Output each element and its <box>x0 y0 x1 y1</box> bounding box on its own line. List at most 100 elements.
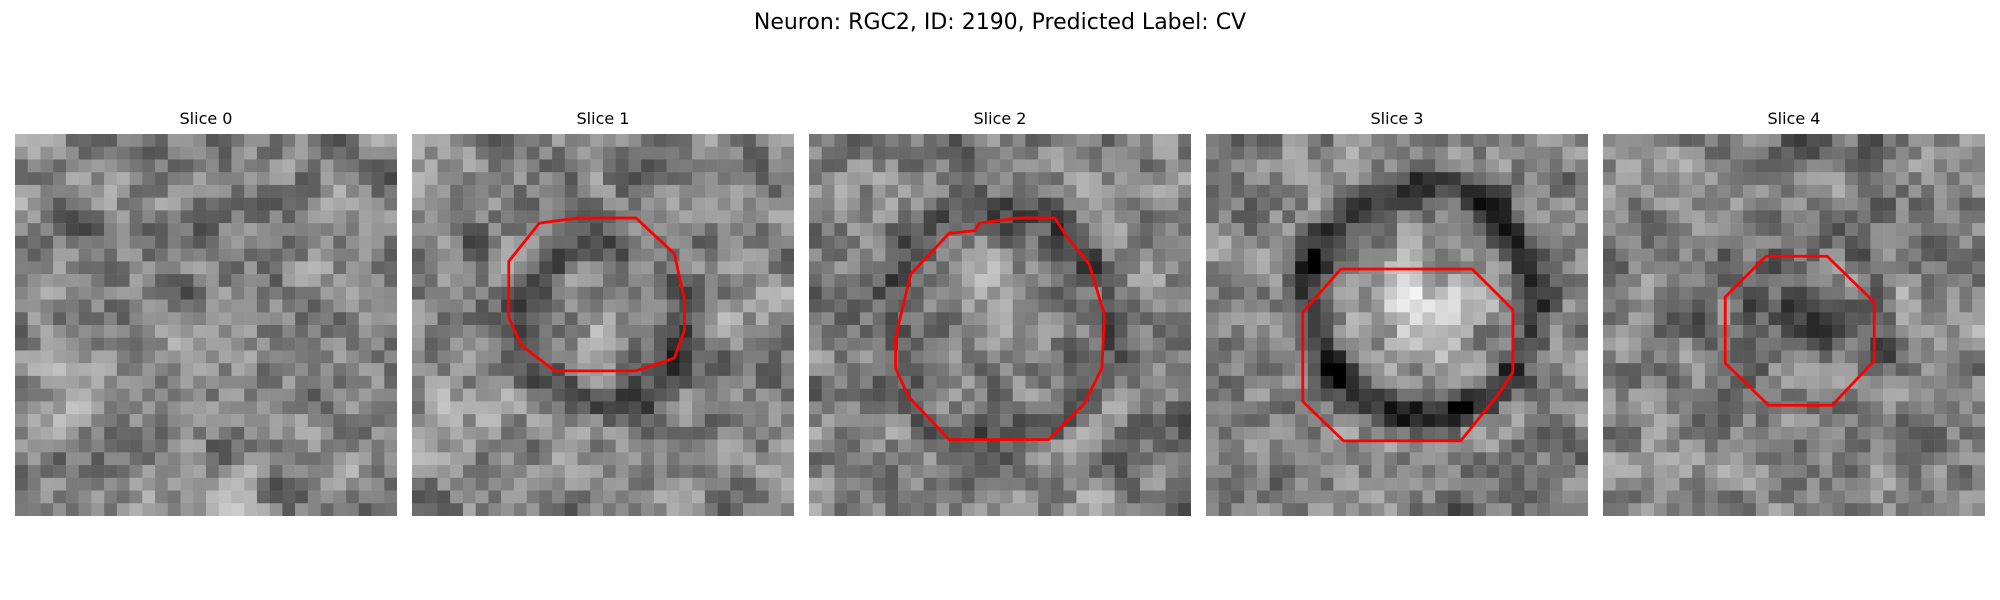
pixel <box>1755 490 1769 504</box>
pixel <box>847 439 861 453</box>
pixel <box>424 426 438 440</box>
pixel <box>1832 248 1846 262</box>
pixel <box>1562 401 1576 415</box>
pixel <box>358 363 372 377</box>
pixel <box>1857 248 1871 262</box>
pixel <box>1921 210 1935 224</box>
pixel <box>371 325 385 338</box>
pixel <box>1050 159 1064 173</box>
pixel <box>1012 146 1026 160</box>
pixel <box>1165 503 1179 516</box>
pixel <box>475 363 489 377</box>
pixel <box>1883 184 1897 198</box>
pixel <box>1346 299 1360 313</box>
pixel <box>269 490 283 504</box>
pixel <box>1615 197 1629 211</box>
pixel <box>1615 286 1629 300</box>
pixel <box>1165 235 1179 249</box>
pixel <box>1447 325 1461 338</box>
pixel <box>1422 134 1436 147</box>
pixel <box>346 477 360 491</box>
pixel <box>1282 337 1296 351</box>
pixel <box>1641 337 1655 351</box>
pixel <box>53 414 67 428</box>
pixel <box>590 337 604 351</box>
pixel <box>412 248 425 262</box>
pixel <box>1781 426 1795 440</box>
pixel <box>1231 210 1245 224</box>
pixel <box>155 465 169 479</box>
pixel <box>872 197 886 211</box>
pixel <box>1755 477 1769 491</box>
pixel <box>615 490 629 504</box>
pixel <box>167 235 181 249</box>
pixel <box>898 452 912 466</box>
pixel <box>898 235 912 249</box>
pixel <box>590 452 604 466</box>
pixel <box>142 248 156 262</box>
pixel <box>104 223 118 237</box>
pixel <box>1743 172 1757 186</box>
pixel <box>1883 452 1897 466</box>
pixel <box>40 286 54 300</box>
pixel <box>1603 325 1616 338</box>
pixel <box>91 235 105 249</box>
pixel <box>91 426 105 440</box>
pixel <box>1666 172 1680 186</box>
pixel <box>961 490 975 504</box>
pixel <box>743 325 757 338</box>
pixel <box>1358 503 1372 516</box>
pixel <box>1409 414 1423 428</box>
pixel <box>1730 146 1744 160</box>
pixel <box>1717 274 1731 288</box>
pixel <box>692 146 706 160</box>
pixel <box>1307 363 1321 377</box>
pixel <box>424 465 438 479</box>
pixel <box>1256 299 1270 313</box>
pixel <box>307 426 321 440</box>
pixel <box>1895 477 1909 491</box>
pixel <box>1050 261 1064 275</box>
pixel <box>358 274 372 288</box>
pixel <box>821 134 835 147</box>
pixel <box>1794 375 1807 389</box>
pixel <box>1704 312 1718 326</box>
pixel <box>1231 465 1245 479</box>
pixel <box>755 223 769 237</box>
pixel <box>78 426 92 440</box>
pixel <box>526 452 540 466</box>
pixel <box>78 274 92 288</box>
pixel <box>346 363 360 377</box>
pixel <box>1320 274 1334 288</box>
pixel <box>333 325 347 338</box>
pixel <box>1768 134 1782 147</box>
pixel <box>1498 350 1512 364</box>
pixel <box>1089 159 1103 173</box>
pixel <box>450 159 464 173</box>
pixel <box>603 503 616 516</box>
pixel <box>462 350 476 364</box>
pixel <box>1409 477 1423 491</box>
pixel <box>1972 134 1985 147</box>
pixel <box>1282 286 1296 300</box>
pixel <box>834 235 848 249</box>
pixel <box>743 159 757 173</box>
pixel <box>1320 337 1334 351</box>
pixel <box>358 134 372 147</box>
pixel <box>1844 490 1858 504</box>
pixel <box>1819 401 1833 415</box>
pixel <box>40 235 54 249</box>
pixel <box>450 197 464 211</box>
pixel <box>730 312 744 326</box>
pixel <box>1140 146 1154 160</box>
pixel <box>488 134 502 147</box>
pixel <box>1371 363 1385 377</box>
pixel <box>1101 414 1115 428</box>
pixel <box>755 197 769 211</box>
pixel <box>1895 312 1909 326</box>
pixel <box>1473 439 1487 453</box>
pixel <box>27 452 41 466</box>
pixel <box>295 388 309 402</box>
pixel <box>412 146 425 160</box>
pixel <box>346 452 360 466</box>
